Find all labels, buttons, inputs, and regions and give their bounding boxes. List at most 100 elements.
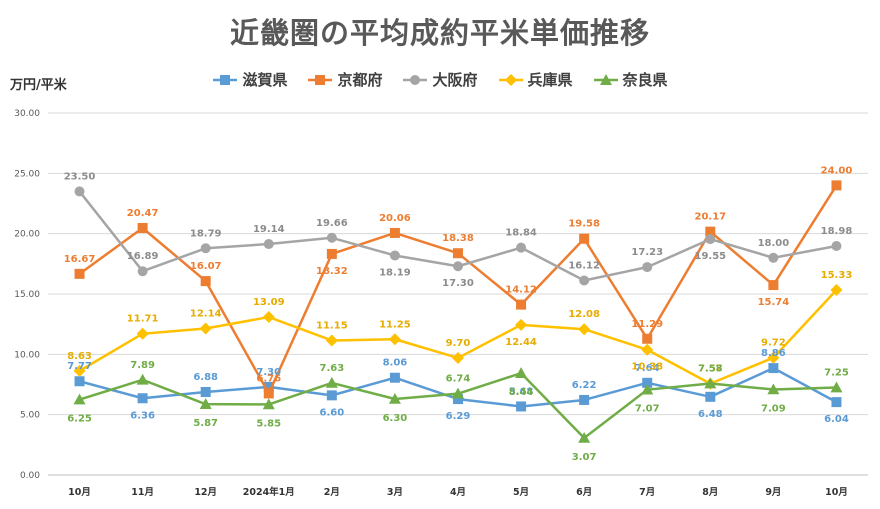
data-label: 6.22 [572,380,597,391]
legend: 滋賀県 京都府 大阪府 兵庫県 奈良県 [0,69,880,90]
data-label: 7.07 [635,404,660,415]
data-label: 16.89 [127,251,159,262]
data-point [389,372,400,383]
data-point [199,398,212,409]
data-point [642,262,653,273]
data-point [74,186,85,197]
data-point [453,261,463,272]
y-tick-label: 25.00 [14,169,40,179]
data-label: 8.86 [761,348,786,359]
data-label: 7.09 [761,403,786,414]
data-point [516,299,527,310]
data-label: 20.17 [694,212,726,223]
data-point [388,333,401,346]
legend-swatch [498,73,523,86]
x-tick-label: 2024年1月 [243,486,295,498]
data-label: 6.25 [67,414,92,425]
data-point [831,180,842,191]
data-label: 3.07 [572,452,597,463]
data-label: 20.47 [127,208,159,219]
data-point [452,351,464,364]
data-label: 17.30 [442,278,474,289]
data-label: 23.50 [64,171,96,182]
data-label: 14.12 [505,285,537,296]
data-point [641,383,654,395]
data-label: 24.00 [821,165,853,176]
legend-swatch [593,73,618,85]
data-label: 6.88 [193,372,218,383]
legend-item: 京都府 [307,69,382,90]
data-point [136,373,149,385]
x-tick-label: 2月 [324,487,340,498]
data-label: 18.38 [442,233,474,244]
data-label: 8.63 [67,351,92,362]
data-point [200,386,211,397]
y-tick-label: 10.00 [14,350,40,360]
legend-swatch [403,74,428,85]
legend-label: 滋賀県 [242,71,288,89]
x-tick-label: 11月 [131,487,154,498]
data-point [831,240,842,251]
data-point [579,394,590,405]
data-point [136,327,149,340]
data-point [578,323,591,336]
data-point [263,388,274,399]
chart-title: 近畿圏の平均成約平米単価推移 [229,16,650,50]
data-point [137,222,148,233]
data-point [767,383,780,395]
legend-label: 奈良県 [622,71,668,89]
data-point [516,242,527,253]
data-label: 18.84 [505,228,537,239]
data-label: 9.72 [761,338,786,349]
data-point [262,398,275,410]
data-point [768,280,779,291]
data-point [641,343,654,356]
data-point [325,376,338,388]
data-point [768,252,779,263]
legend-item: 滋賀県 [212,69,287,90]
data-label: 18.79 [190,228,222,239]
x-tick-label: 6月 [576,487,592,498]
data-point [74,268,85,279]
data-label: 18.98 [821,226,853,237]
data-point [73,393,86,405]
data-point [704,377,717,389]
data-point [73,364,86,377]
y-tick-label: 0.00 [20,471,40,481]
data-label: 15.74 [758,297,790,308]
data-point [830,284,843,297]
legend-label: 大阪府 [432,71,478,89]
data-point [831,397,842,408]
data-point [453,248,463,259]
data-point [326,232,337,243]
data-label: 7.57 [698,364,723,375]
x-tick-label: 12月 [194,487,217,498]
legend-label: 京都府 [337,71,383,89]
data-label: 18.19 [379,268,411,279]
data-point [389,250,400,261]
data-label: 6.29 [446,411,471,422]
data-point [137,266,148,277]
data-label: 5.87 [193,418,218,429]
y-tick-label: 15.00 [14,290,40,300]
data-point [642,377,653,388]
x-tick-label: 5月 [513,487,529,498]
data-label: 19.55 [694,251,726,262]
data-label: 7.58 [698,364,723,375]
legend-item: 大阪府 [402,69,478,90]
data-label: 19.58 [568,219,600,230]
data-label: 15.33 [821,270,853,281]
data-point [768,363,779,374]
data-label: 10.38 [631,362,663,373]
data-point [200,276,211,287]
data-point [579,275,590,286]
data-label: 13.09 [253,297,285,308]
data-point [705,234,716,245]
x-tick-label: 4月 [450,487,466,498]
data-label: 7.64 [635,363,660,374]
legend-item: 奈良県 [593,69,668,90]
data-label: 6.30 [383,413,408,424]
data-point [326,390,337,401]
legend-item: 兵庫県 [498,69,573,90]
